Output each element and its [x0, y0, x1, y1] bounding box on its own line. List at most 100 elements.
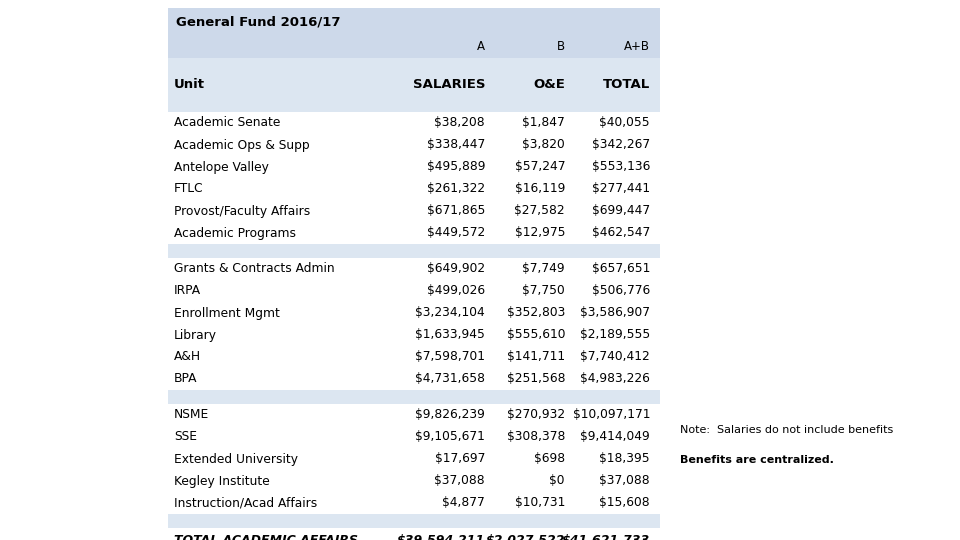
- Text: $2,027,522: $2,027,522: [486, 535, 565, 540]
- Bar: [168, 390, 660, 404]
- Text: Academic Programs: Academic Programs: [174, 226, 296, 240]
- Text: $3,820: $3,820: [522, 138, 565, 152]
- Text: $649,902: $649,902: [427, 262, 485, 275]
- Text: $352,803: $352,803: [507, 307, 565, 320]
- Bar: [168, 134, 660, 156]
- Bar: [168, 324, 660, 346]
- Text: $462,547: $462,547: [591, 226, 650, 240]
- Text: O&E: O&E: [533, 78, 565, 91]
- Bar: [168, 528, 660, 540]
- Text: $38,208: $38,208: [434, 117, 485, 130]
- Text: Library: Library: [174, 328, 217, 341]
- Text: $671,865: $671,865: [426, 205, 485, 218]
- Text: $555,610: $555,610: [507, 328, 565, 341]
- Text: Unit: Unit: [174, 78, 205, 91]
- Text: Academic Ops & Supp: Academic Ops & Supp: [174, 138, 310, 152]
- Text: $2,189,555: $2,189,555: [580, 328, 650, 341]
- Text: $12,975: $12,975: [515, 226, 565, 240]
- Bar: [168, 404, 660, 426]
- Text: Note:  Salaries do not include benefits: Note: Salaries do not include benefits: [680, 425, 893, 435]
- Text: $18,395: $18,395: [599, 453, 650, 465]
- Text: $449,572: $449,572: [427, 226, 485, 240]
- Text: $16,119: $16,119: [515, 183, 565, 195]
- Text: Provost/Faculty Affairs: Provost/Faculty Affairs: [174, 205, 310, 218]
- Text: $699,447: $699,447: [592, 205, 650, 218]
- Bar: [168, 244, 660, 258]
- Text: $9,414,049: $9,414,049: [580, 430, 650, 443]
- Text: $9,826,239: $9,826,239: [415, 408, 485, 422]
- Bar: [168, 346, 660, 368]
- Text: $17,697: $17,697: [435, 453, 485, 465]
- Text: Academic Senate: Academic Senate: [174, 117, 280, 130]
- Text: $495,889: $495,889: [426, 160, 485, 173]
- Bar: [168, 448, 660, 470]
- Text: $1,847: $1,847: [522, 117, 565, 130]
- Text: $7,750: $7,750: [522, 285, 565, 298]
- Bar: [168, 8, 660, 540]
- Text: NSME: NSME: [174, 408, 209, 422]
- Text: Enrollment Mgmt: Enrollment Mgmt: [174, 307, 280, 320]
- Text: Instruction/Acad Affairs: Instruction/Acad Affairs: [174, 496, 317, 510]
- Text: $57,247: $57,247: [515, 160, 565, 173]
- Text: A: A: [477, 40, 485, 53]
- Text: $10,097,171: $10,097,171: [572, 408, 650, 422]
- Text: $3,234,104: $3,234,104: [416, 307, 485, 320]
- Bar: [168, 470, 660, 492]
- Bar: [168, 426, 660, 448]
- Text: $3,586,907: $3,586,907: [580, 307, 650, 320]
- Text: $338,447: $338,447: [427, 138, 485, 152]
- Text: $9,105,671: $9,105,671: [415, 430, 485, 443]
- Bar: [168, 112, 660, 134]
- Bar: [168, 368, 660, 390]
- Text: $7,598,701: $7,598,701: [415, 350, 485, 363]
- Text: BPA: BPA: [174, 373, 198, 386]
- Text: $499,026: $499,026: [427, 285, 485, 298]
- Text: $7,740,412: $7,740,412: [580, 350, 650, 363]
- Text: SSE: SSE: [174, 430, 197, 443]
- Text: $37,088: $37,088: [599, 475, 650, 488]
- Bar: [168, 258, 660, 280]
- Bar: [168, 492, 660, 514]
- Text: $261,322: $261,322: [427, 183, 485, 195]
- Text: $141,711: $141,711: [507, 350, 565, 363]
- Bar: [168, 36, 660, 58]
- Text: A+B: A+B: [624, 40, 650, 53]
- Bar: [168, 302, 660, 324]
- Bar: [168, 178, 660, 200]
- Text: $37,088: $37,088: [434, 475, 485, 488]
- Bar: [168, 156, 660, 178]
- Text: $7,749: $7,749: [522, 262, 565, 275]
- Text: $308,378: $308,378: [507, 430, 565, 443]
- Text: $698: $698: [534, 453, 565, 465]
- Bar: [168, 514, 660, 528]
- Text: Extended University: Extended University: [174, 453, 298, 465]
- Text: $40,055: $40,055: [599, 117, 650, 130]
- Text: $15,608: $15,608: [599, 496, 650, 510]
- Text: General Fund 2016/17: General Fund 2016/17: [176, 16, 341, 29]
- Text: $0: $0: [549, 475, 565, 488]
- Bar: [168, 280, 660, 302]
- Text: SALARIES: SALARIES: [413, 78, 485, 91]
- Text: $657,651: $657,651: [591, 262, 650, 275]
- Text: $506,776: $506,776: [591, 285, 650, 298]
- Text: $277,441: $277,441: [592, 183, 650, 195]
- Text: TOTAL ACADEMIC AFFAIRS: TOTAL ACADEMIC AFFAIRS: [174, 535, 358, 540]
- Text: $41,621,733: $41,621,733: [562, 535, 650, 540]
- Bar: [168, 8, 660, 36]
- Text: $1,633,945: $1,633,945: [415, 328, 485, 341]
- Text: $270,932: $270,932: [507, 408, 565, 422]
- Bar: [168, 200, 660, 222]
- Bar: [168, 58, 660, 70]
- Text: $27,582: $27,582: [515, 205, 565, 218]
- Bar: [168, 70, 660, 98]
- Text: B: B: [557, 40, 565, 53]
- Bar: [168, 222, 660, 244]
- Text: $342,267: $342,267: [592, 138, 650, 152]
- Text: Antelope Valley: Antelope Valley: [174, 160, 269, 173]
- Text: $4,731,658: $4,731,658: [415, 373, 485, 386]
- Text: $39,594,211: $39,594,211: [396, 535, 485, 540]
- Text: A&H: A&H: [174, 350, 202, 363]
- Text: $10,731: $10,731: [515, 496, 565, 510]
- Text: TOTAL: TOTAL: [603, 78, 650, 91]
- Text: Kegley Institute: Kegley Institute: [174, 475, 270, 488]
